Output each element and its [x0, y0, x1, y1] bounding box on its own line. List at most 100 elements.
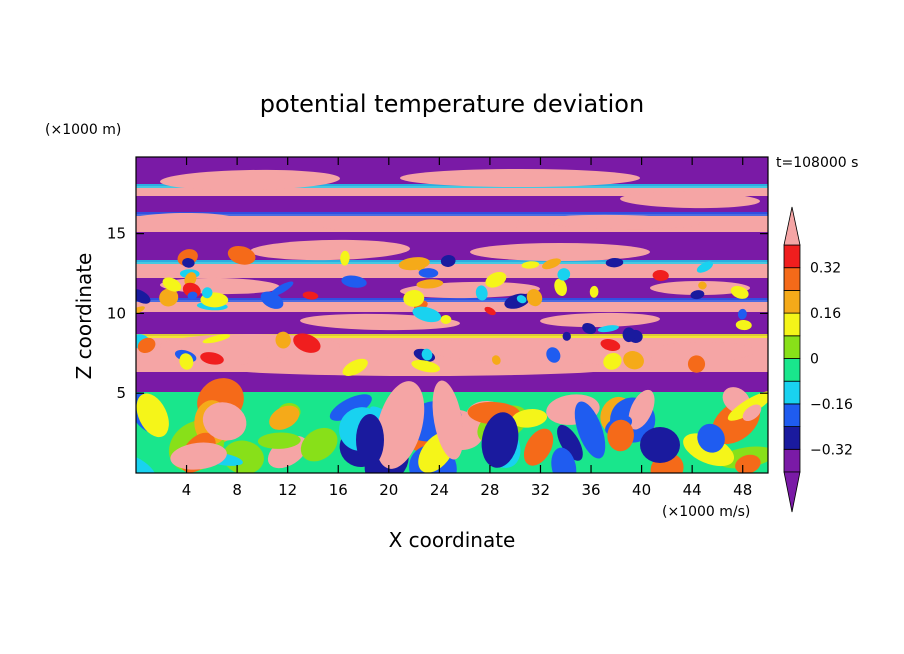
- field-blob: [137, 337, 156, 353]
- x-tick-label: 48: [733, 481, 752, 499]
- field-blob: [620, 191, 760, 209]
- field-blob: [600, 339, 621, 351]
- field-blob: [310, 216, 530, 232]
- field-blob: [440, 255, 456, 267]
- x-tick-label: 20: [379, 481, 398, 499]
- x-tick-label: 40: [632, 481, 651, 499]
- field-blob: [182, 258, 195, 268]
- field-blob: [516, 295, 527, 304]
- field-blob: [540, 214, 700, 230]
- field-blob: [340, 250, 350, 266]
- field-blob: [136, 212, 240, 232]
- field-band: [136, 372, 768, 392]
- field-blob: [398, 257, 430, 271]
- field-rim: [136, 334, 768, 338]
- field-blob: [737, 308, 747, 320]
- field-blob: [260, 291, 284, 309]
- x-tick-label: 12: [278, 481, 297, 499]
- x-tick-label: 44: [683, 481, 702, 499]
- field-blob: [187, 291, 198, 300]
- field-blob: [302, 291, 319, 300]
- field-blob: [491, 355, 501, 365]
- field-blob: [269, 281, 294, 297]
- field-blob: [546, 347, 561, 363]
- field-blob: [341, 275, 367, 288]
- chart-title: potential temperature deviation: [260, 90, 644, 118]
- field-blob: [605, 257, 624, 268]
- field-blob: [735, 320, 752, 331]
- y-tick-label: 5: [116, 384, 126, 402]
- colorbar-swatch: [783, 335, 801, 359]
- field-blob: [411, 360, 441, 373]
- field-blob: [412, 306, 442, 323]
- field-blob: [375, 381, 425, 469]
- field-blob: [342, 358, 368, 377]
- field-blob: [554, 278, 567, 297]
- colorbar-swatch: [783, 403, 801, 427]
- field-blob: [557, 268, 571, 281]
- field-blob: [735, 454, 761, 473]
- field-blob: [418, 268, 439, 278]
- field-blob: [730, 285, 749, 299]
- field-rim: [136, 184, 768, 188]
- x-axis-ticks: 4 8 12 16 20 24 28 32 36 40 44 48: [182, 157, 752, 499]
- field-blob: [698, 281, 707, 290]
- field-rim: [136, 212, 768, 216]
- field-blob: [574, 401, 606, 459]
- field-blob: [136, 455, 157, 473]
- colorbar-swatch: [783, 426, 801, 450]
- field-rim: [136, 298, 768, 302]
- plot-frame: [135, 156, 769, 474]
- field-blob: [727, 391, 768, 421]
- field-blob: [421, 348, 433, 361]
- x-axis-label: X coordinate: [389, 528, 516, 552]
- field-blob: [227, 245, 256, 265]
- field-blob: [416, 279, 444, 289]
- field-blob: [652, 269, 669, 282]
- field-blob: [440, 315, 452, 324]
- colorbar-swatch: [783, 244, 801, 269]
- field-blob: [250, 239, 410, 261]
- field-blob: [300, 427, 338, 462]
- y-tick-label: 15: [107, 225, 126, 243]
- field-blob: [742, 404, 762, 422]
- field-blob: [420, 337, 620, 363]
- field-blob: [162, 277, 182, 292]
- field-blob: [589, 285, 599, 298]
- field-blob: [475, 285, 488, 301]
- field-blob: [640, 427, 680, 463]
- field-blob: [645, 341, 755, 363]
- y-unit-label: (×1000 m): [45, 122, 121, 138]
- field-blob: [202, 334, 231, 344]
- field-blob: [403, 289, 425, 307]
- field-blob: [597, 325, 619, 333]
- colorbar-label: 0.32: [810, 261, 841, 277]
- field-blob: [623, 351, 644, 370]
- field-blob: [470, 243, 650, 261]
- field-blob: [687, 355, 706, 373]
- field-blob: [269, 405, 300, 430]
- field-blob: [160, 169, 340, 191]
- x-tick-label: 24: [430, 481, 449, 499]
- field-blob: [540, 312, 660, 328]
- field-blob: [562, 331, 571, 341]
- field-blob: [696, 261, 714, 273]
- x-tick-label: 16: [329, 481, 348, 499]
- field-blob: [542, 258, 561, 270]
- time-label: t=108000 s: [776, 155, 858, 171]
- field-blob: [200, 352, 224, 365]
- colorbar-swatch: [783, 448, 801, 473]
- field-blob: [485, 271, 507, 288]
- colorbar-label: −0.16: [810, 397, 853, 413]
- colorbar-label: 0: [810, 352, 819, 368]
- field-blob: [697, 423, 725, 453]
- field-blob: [521, 261, 540, 269]
- field-blob: [136, 289, 151, 304]
- x-tick-label: 32: [531, 481, 550, 499]
- field-blob: [557, 424, 583, 461]
- colorbar-swatch: [783, 289, 801, 314]
- y-axis-label: Z coordinate: [72, 253, 96, 380]
- field-blob: [622, 327, 636, 343]
- field-blob: [603, 352, 622, 370]
